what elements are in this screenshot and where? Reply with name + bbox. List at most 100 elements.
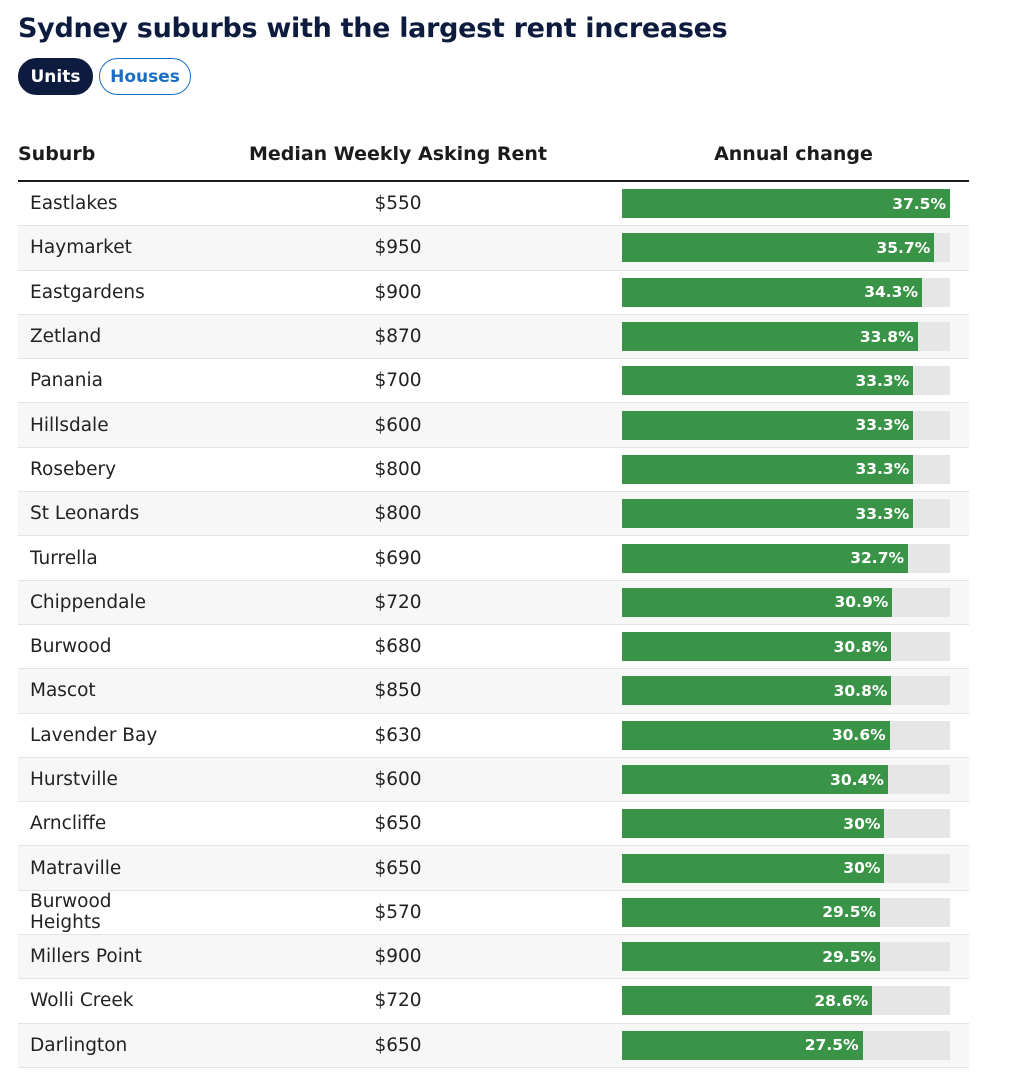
change-bar: 29.5% <box>622 942 881 972</box>
rent-cell: $800 <box>178 491 618 537</box>
rent-cell: $700 <box>178 358 618 404</box>
change-bar: 27.5% <box>622 1030 863 1060</box>
rent-column-header: Median Weekly Asking Rent <box>178 127 618 182</box>
annual-change-cell: 28.6% <box>618 978 969 1024</box>
suburb-cell: Burwood Heights <box>18 890 178 936</box>
rent-cell: $550 <box>178 181 618 227</box>
table-row: Millers Point $900 29.5% <box>18 934 969 980</box>
change-bar: 30.6% <box>622 720 890 750</box>
rent-cell: $630 <box>178 713 618 758</box>
rent-cell: $650 <box>178 1023 618 1068</box>
change-bar: 30.4% <box>622 765 888 794</box>
table-row: Hurstville $600 30.4% <box>18 757 969 803</box>
suburb-cell: Rosebery <box>18 447 178 493</box>
bar-track: 30.4% <box>622 765 950 794</box>
bar-track: 30.8% <box>622 676 950 706</box>
annual-change-cell: 30.4% <box>618 757 969 803</box>
suburb-cell: Darlington <box>18 1023 178 1068</box>
change-bar: 28.6% <box>622 986 873 1016</box>
bar-track: 33.3% <box>622 366 950 396</box>
rent-cell: $680 <box>178 624 618 670</box>
change-bar: 33.3% <box>622 366 914 396</box>
annual-change-cell: 29.5% <box>618 934 969 980</box>
change-bar: 33.8% <box>622 322 918 352</box>
change-bar: 30.8% <box>622 632 892 662</box>
bar-track: 33.3% <box>622 410 950 440</box>
rent-cell: $600 <box>178 757 618 803</box>
bar-track: 37.5% <box>622 189 950 219</box>
suburb-cell: Hurstville <box>18 757 178 803</box>
rent-cell: $650 <box>178 845 618 891</box>
rent-cell: $600 <box>178 402 618 448</box>
table-row: Haymarket $950 35.7% <box>18 225 969 271</box>
annual-change-cell: 33.8% <box>618 314 969 360</box>
change-bar: 33.3% <box>622 410 914 440</box>
bar-track: 33.8% <box>622 322 950 352</box>
dwelling-type-toggle: Units Houses <box>18 58 1024 95</box>
bar-track: 30.9% <box>622 587 950 617</box>
bar-track: 30.8% <box>622 632 950 662</box>
annual-change-cell: 27.5% <box>618 1023 969 1068</box>
rent-cell: $570 <box>178 890 618 936</box>
suburb-cell: Hillsdale <box>18 402 178 448</box>
rent-cell: $650 <box>178 801 618 847</box>
change-bar: 30.8% <box>622 676 892 706</box>
suburb-cell: Eastlakes <box>18 181 178 227</box>
suburb-cell: Eastgardens <box>18 270 178 315</box>
annual-change-cell: 34.3% <box>618 270 969 315</box>
suburb-cell: Millers Point <box>18 934 178 980</box>
change-bar: 33.3% <box>622 454 914 484</box>
change-bar: 33.3% <box>622 499 914 529</box>
annual-change-cell: 35.7% <box>618 225 969 271</box>
table-row: Burwood Heights $570 29.5% <box>18 890 969 936</box>
rent-cell: $720 <box>178 978 618 1024</box>
suburb-cell: Lavender Bay <box>18 713 178 758</box>
annual-change-cell: 30.9% <box>618 580 969 625</box>
change-bar: 30% <box>622 809 885 839</box>
annual-change-cell: 29.5% <box>618 890 969 936</box>
annual-change-cell: 32.7% <box>618 535 969 581</box>
table-row: Zetland $870 33.8% <box>18 314 969 360</box>
rent-table: Suburb Median Weekly Asking Rent Annual … <box>18 127 969 1068</box>
annual-change-cell: 30.8% <box>618 668 969 714</box>
suburb-cell: Haymarket <box>18 225 178 271</box>
table-row: Darlington $650 27.5% <box>18 1023 969 1068</box>
change-bar: 35.7% <box>622 233 935 263</box>
table-row: Rosebery $800 33.3% <box>18 447 969 493</box>
table-row: Mascot $850 30.8% <box>18 668 969 714</box>
bar-track: 33.3% <box>622 499 950 529</box>
table-row: Burwood $680 30.8% <box>18 624 969 670</box>
table-row: Arncliffe $650 30% <box>18 801 969 847</box>
houses-toggle-button[interactable]: Houses <box>99 58 191 95</box>
suburb-cell: Burwood <box>18 624 178 670</box>
bar-track: 30.6% <box>622 720 950 750</box>
bar-track: 34.3% <box>622 277 950 307</box>
rent-cell: $850 <box>178 668 618 714</box>
rent-cell: $720 <box>178 580 618 625</box>
table-body: Eastlakes $550 37.5% Haymarket $950 35.7% East… <box>18 181 969 1068</box>
bar-track: 30% <box>622 853 950 883</box>
change-bar: 30% <box>622 853 885 883</box>
units-toggle-button[interactable]: Units <box>18 58 93 95</box>
suburb-cell: Wolli Creek <box>18 978 178 1024</box>
suburb-column-header: Suburb <box>18 127 178 182</box>
chart-title: Sydney suburbs with the largest rent inc… <box>18 13 728 44</box>
annual-change-cell: 33.3% <box>618 447 969 493</box>
rent-cell: $870 <box>178 314 618 360</box>
change-bar: 29.5% <box>622 897 881 927</box>
suburb-cell: Matraville <box>18 845 178 891</box>
table-row: Matraville $650 30% <box>18 845 969 891</box>
table-row: Chippendale $720 30.9% <box>18 580 969 625</box>
table-row: Eastgardens $900 34.3% <box>18 270 969 315</box>
annual-change-cell: 30% <box>618 801 969 847</box>
annual-change-cell: 33.3% <box>618 358 969 404</box>
bar-track: 27.5% <box>622 1030 950 1060</box>
table-row: Wolli Creek $720 28.6% <box>18 978 969 1024</box>
table-row: Eastlakes $550 37.5% <box>18 181 969 227</box>
table-header-row: Suburb Median Weekly Asking Rent Annual … <box>18 127 969 182</box>
annual-change-cell: 33.3% <box>618 491 969 537</box>
table-row: Turrella $690 32.7% <box>18 535 969 581</box>
suburb-cell: St Leonards <box>18 491 178 537</box>
change-bar: 37.5% <box>622 189 950 219</box>
